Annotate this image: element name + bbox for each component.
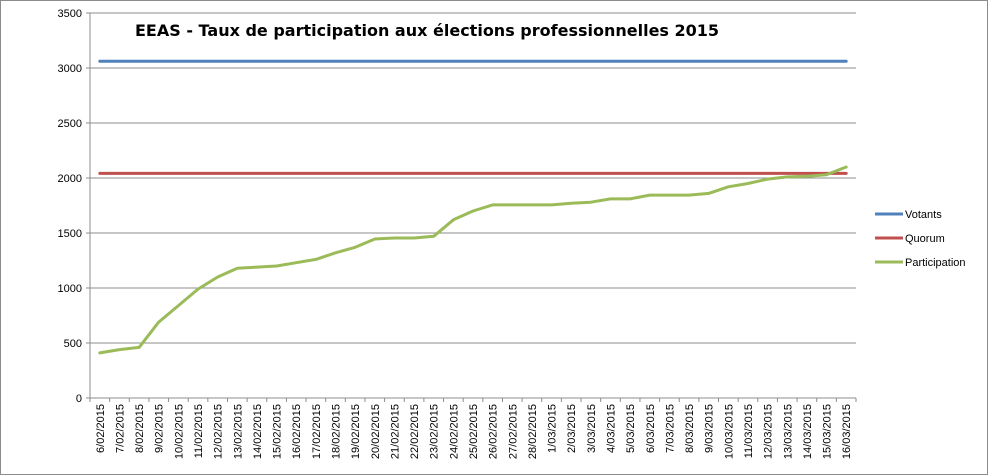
x-tick-label: 17/02/2015	[311, 404, 323, 459]
legend-label-votants: Votants	[905, 209, 942, 221]
x-tick-label: 27/02/2015	[507, 404, 519, 459]
x-tick-label: 21/02/2015	[389, 404, 401, 459]
x-tick-label: 14/03/2015	[802, 404, 814, 459]
y-tick-label: 1000	[58, 283, 82, 295]
x-tick-label: 3/03/2015	[586, 404, 598, 453]
axes: 0 500 1000 1500 2000 2500 3000 3500 6/02/2015 7/0…	[58, 8, 857, 459]
x-tick-label: 13/03/2015	[782, 404, 794, 459]
x-tick-label: 8/03/2015	[684, 404, 696, 453]
x-tick-label: 11/03/2015	[743, 404, 755, 458]
x-tick-label: 24/02/2015	[448, 404, 460, 459]
gridlines	[90, 12, 856, 399]
x-tick-label: 5/03/2015	[625, 404, 637, 453]
x-tick-label: 6/03/2015	[645, 404, 657, 453]
x-tick-label: 26/02/2015	[488, 404, 500, 459]
x-tick-label: 15/02/2015	[272, 404, 284, 459]
y-tick-label: 1500	[58, 228, 82, 240]
x-tick-label: 9/03/2015	[704, 404, 716, 453]
x-tick-label: 22/02/2015	[409, 404, 421, 459]
x-tick-label: 16/02/2015	[291, 404, 303, 459]
y-tick-label: 3500	[58, 8, 82, 20]
y-tick-label: 500	[64, 338, 82, 350]
y-tick-label: 2000	[58, 173, 82, 185]
x-tick-label: 20/02/2015	[370, 404, 382, 459]
x-tick-label: 4/03/2015	[605, 404, 617, 453]
y-tick-label: 2500	[58, 118, 82, 130]
x-tick-label: 23/02/2015	[429, 404, 441, 459]
x-tick-label: 10/03/2015	[723, 404, 735, 459]
x-tick-label: 28/02/2015	[527, 404, 539, 459]
x-tick-label: 8/02/2015	[134, 404, 146, 453]
x-tick-label: 7/03/2015	[664, 404, 676, 453]
y-tick-label: 0	[76, 393, 82, 405]
x-tick-label: 10/02/2015	[173, 404, 185, 459]
x-tick-label: 11/02/2015	[193, 404, 205, 458]
series-line-participation	[98, 165, 848, 355]
y-tick-label: 3000	[58, 63, 82, 75]
x-tick-label: 2/03/2015	[566, 404, 578, 453]
x-tick-label: 13/02/2015	[232, 404, 244, 459]
x-tick-label: 12/03/2015	[763, 404, 775, 459]
x-tick-label: 9/02/2015	[154, 404, 166, 453]
x-tick-label: 7/02/2015	[114, 404, 126, 453]
x-tick-label: 15/03/2015	[822, 404, 834, 459]
chart-title: EEAS - Taux de participation aux électio…	[135, 21, 719, 40]
x-tick-label: 19/02/2015	[350, 404, 362, 459]
x-tick-label: 25/02/2015	[468, 404, 480, 459]
series-lines	[98, 59, 848, 355]
x-tick-label: 12/02/2015	[213, 404, 225, 459]
legend-label-quorum: Quorum	[905, 233, 945, 245]
x-tick-label: 16/03/2015	[841, 404, 853, 459]
x-tick-label: 1/03/2015	[547, 404, 559, 453]
legend-label-participation: Participation	[905, 257, 966, 269]
x-tick-label: 14/02/2015	[252, 404, 264, 459]
legend: Votants Quorum Participation	[875, 209, 966, 269]
x-tick-label: 18/02/2015	[331, 404, 343, 459]
x-tick-label: 6/02/2015	[95, 404, 107, 453]
